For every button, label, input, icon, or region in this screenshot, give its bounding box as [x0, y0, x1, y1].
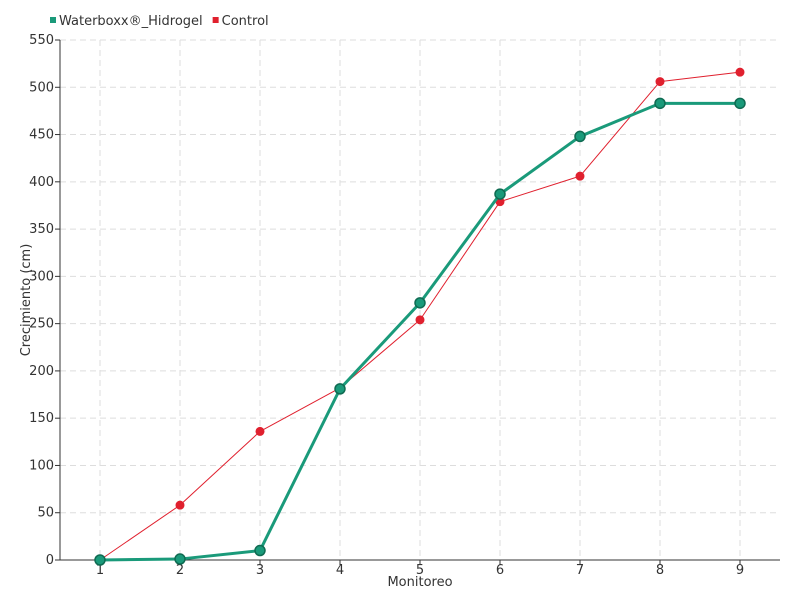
- data-point: [735, 67, 745, 77]
- x-tick-label: 9: [736, 563, 744, 578]
- y-tick-label: 100: [29, 458, 54, 473]
- y-tick-label: 300: [29, 269, 54, 284]
- legend-swatch: [50, 17, 56, 23]
- y-tick-label: 150: [29, 411, 54, 426]
- y-tick-label: 200: [29, 364, 54, 379]
- y-tick-label: 450: [29, 128, 54, 143]
- legend-swatch: [212, 17, 219, 23]
- data-point: [655, 77, 665, 87]
- y-tick-label: 350: [29, 222, 54, 237]
- data-point: [94, 554, 106, 566]
- legend: Waterboxx®_Hidrogel Control: [50, 14, 269, 29]
- data-point: [494, 188, 506, 200]
- x-tick-label: 7: [576, 563, 584, 578]
- data-point: [734, 97, 746, 110]
- y-tick-labels: 0 50 100 150 200 250 300 350 400 450 500 550: [29, 33, 54, 568]
- y-tick-label: 550: [29, 33, 54, 48]
- data-point: [334, 383, 346, 395]
- x-tick-label: 3: [256, 563, 264, 578]
- y-tick-label: 0: [46, 553, 54, 568]
- data-point: [414, 297, 426, 309]
- series-waterboxx-hidrogel: [94, 97, 746, 566]
- x-tick-label: 1: [96, 563, 104, 578]
- data-point: [255, 426, 265, 436]
- y-tick-label: 400: [29, 175, 54, 190]
- x-tick-label: 4: [336, 563, 344, 578]
- legend-label: Control: [222, 14, 269, 29]
- y-tick-label: 50: [37, 506, 54, 521]
- x-tick-label: 6: [496, 563, 504, 578]
- data-point: [254, 544, 266, 557]
- x-tick-label: 2: [176, 563, 184, 578]
- legend-label: Waterboxx®_Hidrogel: [59, 14, 203, 29]
- data-point: [575, 171, 585, 181]
- x-tick-label: 8: [656, 563, 664, 578]
- series-layer: [94, 67, 746, 566]
- y-tick-label: 250: [29, 317, 54, 332]
- data-point: [654, 97, 666, 110]
- data-point: [175, 500, 185, 510]
- data-point: [415, 315, 425, 325]
- x-axis-title: Monitoreo: [387, 575, 452, 590]
- data-point: [574, 130, 586, 143]
- y-tick-label: 500: [29, 80, 54, 95]
- x-tick-labels: 1 2 3 4 5 6 7 8 9: [96, 563, 744, 578]
- y-axis-title: Crecimiento (cm): [19, 244, 34, 357]
- x-tick-label: 5: [416, 563, 424, 578]
- data-point: [174, 553, 186, 565]
